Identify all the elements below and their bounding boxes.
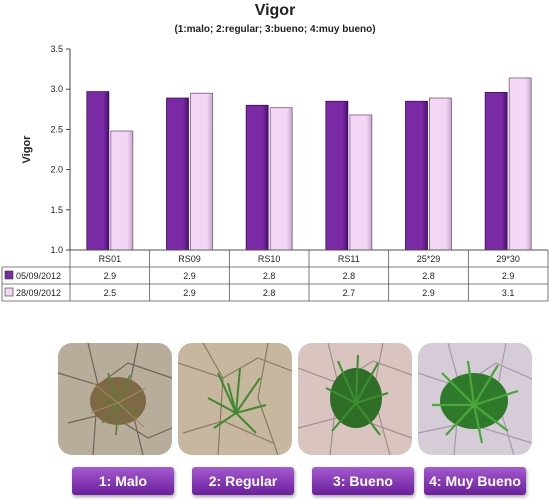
sparse-dry-grass-icon [58,343,172,455]
chart-subtitle: (1:malo; 2:regular; 3:bueno; 4:muy bueno… [174,24,376,35]
bar-chart: Vigor 1.0 1.5 2.0 2.5 3.0 3.5 RS01 RS09 RS10 RS11 2… [1,44,549,302]
bar [508,77,532,251]
y-tick-label: 1.0 [50,245,63,255]
legend-series-name: 05/09/2012 [16,271,61,281]
legend-swatch [4,287,14,297]
x-tick-label: 29*30 [496,254,520,264]
data-value-label: 2.5 [104,288,117,298]
bar [110,130,134,251]
scale-label-malo: 1: Malo [72,467,174,495]
data-value-label: 2.9 [183,288,196,298]
y-tick-label: 3.5 [50,44,63,54]
y-tick-label: 2.0 [50,165,63,175]
data-value-label: 2.9 [422,288,435,298]
data-value-label: 2.7 [343,288,356,298]
data-value-label: 2.8 [263,288,276,298]
data-value-label: 2.9 [502,271,515,281]
bar [245,104,269,251]
scale-label-muy-bueno: 4: Muy Bueno [424,467,526,495]
legend-swatch [4,270,14,280]
x-tick-label: RS10 [258,254,281,264]
y-tick-label: 3.0 [50,84,63,94]
y-tick-label: 2.5 [50,124,63,134]
data-value-label: 3.1 [502,288,515,298]
bar [166,97,189,251]
data-value-label: 2.8 [422,271,435,281]
x-tick-label: RS11 [338,254,360,264]
data-value-label: 2.9 [104,271,117,281]
scale-label-regular: 2: Regular [192,467,294,495]
bar [269,107,293,251]
data-value-label: 2.8 [263,271,276,281]
bar [484,92,508,251]
bar [325,100,349,251]
dense-grass-icon [298,343,412,455]
bar [86,91,110,251]
lush-grass-icon [418,343,532,455]
y-axis-label: Vigor [21,135,33,164]
photo-regular [178,343,292,455]
bar [405,100,428,251]
y-tick-label: 1.5 [50,205,63,215]
x-tick-label: 25*29 [417,254,441,264]
photo-malo [58,343,172,455]
x-tick-label: RS01 [99,254,122,264]
bar [349,114,373,251]
bar [429,97,452,251]
data-value-label: 2.8 [343,271,356,281]
data-value-label: 2.9 [183,271,196,281]
bar [190,92,213,251]
medium-grass-icon [178,343,292,455]
legend-series-name: 28/09/2012 [16,288,61,298]
x-tick-label: RS09 [178,254,201,264]
photo-bueno [298,343,412,455]
scale-label-bueno: 3: Bueno [312,467,414,495]
photo-muy-bueno [418,343,532,455]
chart-title: Vigor [254,2,296,19]
